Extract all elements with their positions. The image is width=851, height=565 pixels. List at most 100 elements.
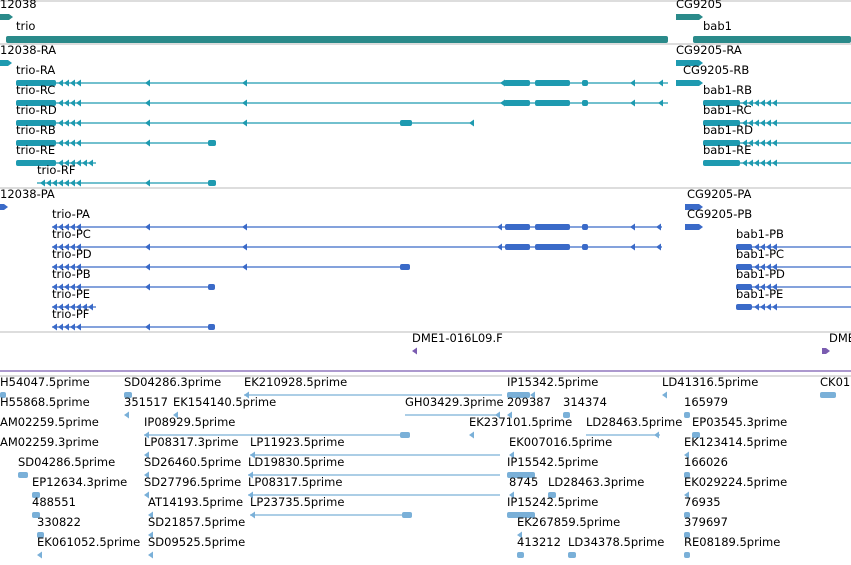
feature-ep12634-3prime[interactable]: EP12634.3prime	[32, 475, 127, 498]
feature-ip15242-5prime[interactable]: IP15242.5prime	[507, 495, 598, 518]
feature-ek007016-5prime[interactable]: EK007016.5prime	[509, 435, 612, 459]
feature-lp08317-5prime[interactable]: LP08317.5prime	[248, 475, 500, 499]
feature-trio-re[interactable]: trio-RE	[16, 143, 96, 167]
feature-trio-rb[interactable]: trio-RB	[16, 123, 216, 147]
exon-block	[736, 264, 752, 270]
feature-8745[interactable]: 8745	[509, 475, 538, 499]
feature-lp08317-3prime[interactable]: LP08317.3prime	[144, 435, 238, 459]
strand-arrow-icon	[88, 159, 93, 167]
exon-block	[568, 552, 576, 558]
feature-ip15542-5prime[interactable]: IP15542.5prime	[507, 455, 598, 478]
feature-label: trio-RB	[16, 123, 56, 137]
feature-label: CG9205	[676, 0, 722, 11]
feature-488551[interactable]: 488551	[32, 495, 76, 518]
feature-trio-pb[interactable]: trio-PB	[52, 267, 215, 291]
feature-413212[interactable]: 413212	[517, 535, 561, 558]
feature-h55868-5prime[interactable]: H55868.5prime	[0, 395, 90, 409]
feature-bab1-re[interactable]: bab1-RE	[703, 143, 851, 167]
feature-sd27796-5prime[interactable]: SD27796.5prime	[144, 475, 241, 499]
feature-12038-ra[interactable]: 12038-RA	[0, 43, 56, 66]
feature-label: LP08317.5prime	[248, 475, 342, 489]
exon-block	[684, 532, 690, 538]
feature-sd26460-5prime[interactable]: SD26460.5prime	[144, 455, 241, 479]
feature-ld28463-3prime[interactable]: LD28463.3prime	[548, 475, 644, 498]
feature-ek154140-5prime[interactable]: EK154140.5prime	[173, 395, 276, 419]
feature-bab1-pe[interactable]: bab1-PE	[736, 287, 851, 311]
strand-arrow-icon	[412, 347, 417, 355]
feature-cg9205-rb[interactable]: CG9205-RB	[676, 63, 749, 86]
feature-cg9205-pa[interactable]: CG9205-PA	[685, 187, 752, 210]
feature-dme1[interactable]: DME1	[0, 331, 851, 372]
feature-351517[interactable]: 351517	[124, 395, 168, 419]
feature-sd04286-3prime[interactable]: SD04286.3prime	[124, 375, 221, 398]
strand-arrow-icon	[58, 263, 63, 271]
feature-ek237101-5prime[interactable]: EK237101.5prime	[469, 415, 572, 439]
feature-bab1-rc[interactable]: bab1-RC	[703, 103, 851, 127]
strand-arrow-icon	[754, 303, 759, 311]
strand-arrow-icon	[76, 79, 81, 87]
feature-ek029224-5prime[interactable]: EK029224.5prime	[684, 475, 787, 499]
feature-cg9205[interactable]: CG9205	[676, 0, 722, 20]
feature-trio-rf[interactable]: trio-RF	[37, 163, 216, 187]
feature-314374[interactable]: 314374	[563, 395, 607, 418]
feature-ek123414-5prime[interactable]: EK123414.5prime	[684, 435, 787, 459]
strand-arrow-icon	[507, 411, 512, 419]
feature-ld19830-5prime[interactable]: LD19830.5prime	[248, 455, 500, 479]
feature-ip15342-5prime[interactable]: IP15342.5prime	[507, 375, 598, 399]
feature-209387[interactable]: 209387	[507, 395, 551, 419]
feature-ld41316-5prime[interactable]: LD41316.5prime	[662, 375, 758, 399]
feature-166026[interactable]: 166026	[684, 455, 728, 478]
feature-sd09525-5prime[interactable]: SD09525.5prime	[148, 535, 245, 559]
feature-bab1-rb[interactable]: bab1-RB	[703, 83, 851, 107]
feature-re08189-5prime[interactable]: RE08189.5prime	[684, 535, 780, 558]
feature-165979[interactable]: 165979	[684, 395, 728, 418]
feature-bab1-pc[interactable]: bab1-PC	[736, 247, 851, 271]
feature-label: GH03429.3prime	[405, 395, 504, 409]
feature-gh03429-3prime[interactable]: GH03429.3prime	[405, 395, 504, 419]
feature-trio-pc[interactable]: trio-PC	[52, 227, 662, 251]
feature-label: trio-PD	[52, 247, 92, 261]
feature-ld28463-5prime[interactable]: LD28463.5prime	[586, 415, 682, 439]
feature-76935[interactable]: 76935	[684, 495, 721, 518]
feature-bab1[interactable]: bab1	[693, 19, 851, 43]
feature-ip08929-5prime[interactable]: IP08929.5prime	[144, 415, 410, 439]
feature-am02259-5prime[interactable]: AM02259.5prime	[0, 415, 99, 429]
feature-bab1-rd[interactable]: bab1-RD	[703, 123, 851, 147]
feature-trio-pa[interactable]: trio-PA	[52, 207, 662, 231]
feature-bab1-pd[interactable]: bab1-PD	[736, 267, 851, 291]
feature-330822[interactable]: 330822	[37, 515, 81, 538]
feature-cg9205-ra[interactable]: CG9205-RA	[676, 43, 742, 66]
feature-trio-pf[interactable]: trio-PF	[52, 307, 215, 331]
feature-am02259-3prime[interactable]: AM02259.3prime	[0, 435, 99, 449]
feature-ld34378-5prime[interactable]: LD34378.5prime	[568, 535, 664, 558]
feature-ek210928-5prime[interactable]: EK210928.5prime	[244, 375, 502, 399]
feature-trio[interactable]: trio	[6, 19, 668, 43]
strand-arrow-icon	[658, 99, 663, 107]
feature-379697[interactable]: 379697	[684, 515, 728, 538]
feature-ek267859-5prime[interactable]: EK267859.5prime	[517, 515, 620, 539]
feature-dme1-016l09-f[interactable]: DME1-016L09.F	[412, 331, 503, 355]
exon-block	[684, 552, 690, 558]
feature-trio-pd[interactable]: trio-PD	[52, 247, 410, 271]
feature-ek061052-5prime[interactable]: EK061052.5prime	[37, 535, 140, 559]
exon-block	[16, 100, 56, 106]
exon-block	[535, 244, 570, 250]
feature-sd21857-5prime[interactable]: SD21857.5prime	[148, 515, 245, 539]
feature-label: EK267859.5prime	[517, 515, 620, 529]
feature-12038[interactable]: 12038	[0, 0, 37, 20]
feature-bab1-pb[interactable]: bab1-PB	[736, 227, 851, 251]
feature-sd04286-5prime[interactable]: SD04286.5prime	[18, 455, 115, 478]
feature-ep03545-3prime[interactable]: EP03545.3prime	[692, 415, 787, 438]
feature-12038-pa[interactable]: 12038-PA	[0, 187, 55, 210]
feature-trio-rd[interactable]: trio-RD	[16, 103, 474, 127]
feature-trio-ra[interactable]: trio-RA	[16, 63, 668, 87]
feature-at14193-5prime[interactable]: AT14193.5prime	[148, 495, 243, 519]
feature-ck01[interactable]: CK01	[820, 375, 850, 398]
feature-h54047-5prime[interactable]: H54047.5prime	[0, 375, 90, 398]
strand-arrow-icon	[772, 303, 777, 311]
feature-trio-rc[interactable]: trio-RC	[16, 83, 668, 107]
feature-lp23735-5prime[interactable]: LP23735.5prime	[250, 495, 412, 519]
feature-cg9205-pb[interactable]: CG9205-PB	[685, 207, 752, 230]
feature-trio-pe[interactable]: trio-PE	[52, 287, 96, 311]
feature-lp11923-5prime[interactable]: LP11923.5prime	[250, 435, 500, 459]
